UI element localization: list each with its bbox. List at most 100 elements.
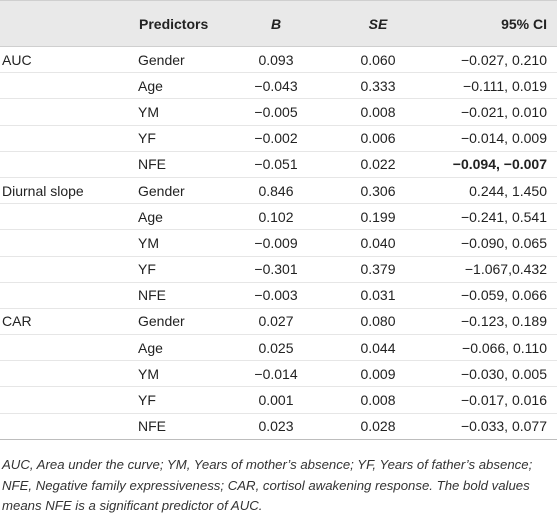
- group-label: CAR: [0, 308, 138, 336]
- cell: 0.009: [322, 360, 434, 388]
- cell: 0.044: [322, 334, 434, 362]
- cell: Age: [138, 334, 230, 362]
- cell: −0.014: [230, 360, 322, 388]
- cell: [0, 72, 138, 100]
- cell: [0, 282, 138, 309]
- cell: −0.051: [230, 151, 322, 178]
- table-row: YM −0.009 0.040 −0.090, 0.065: [0, 229, 557, 257]
- cell: 0.027: [230, 308, 322, 336]
- group-label: Diurnal slope: [0, 177, 138, 205]
- cell: 0.379: [322, 256, 434, 283]
- cell: −0.059, 0.066: [434, 282, 557, 309]
- cell: NFE: [138, 151, 230, 178]
- table-body: AUC Gender 0.093 0.060 −0.027, 0.210 Age −0.04…: [0, 46, 557, 440]
- table-row: YF 0.001 0.008 −0.017, 0.016: [0, 386, 557, 414]
- cell: 0.008: [322, 386, 434, 414]
- cell: −0.066, 0.110: [434, 334, 557, 362]
- header-cell: 95% CI: [434, 0, 557, 47]
- cell: [0, 334, 138, 362]
- cell: 0.023: [230, 413, 322, 440]
- cell: [0, 151, 138, 178]
- table-row: NFE 0.023 0.028 −0.033, 0.077: [0, 413, 557, 440]
- cell: −0.094, −0.007: [434, 151, 557, 178]
- table-row: CAR Gender 0.027 0.080 −0.123, 0.189: [0, 308, 557, 336]
- cell: −0.027, 0.210: [434, 46, 557, 74]
- group-label: AUC: [0, 46, 138, 74]
- cell: −0.111, 0.019: [434, 72, 557, 100]
- cell: YM: [138, 98, 230, 126]
- footnote: AUC, Area under the curve; YM, Years of …: [2, 457, 533, 513]
- table-row: YM −0.005 0.008 −0.021, 0.010: [0, 98, 557, 126]
- cell: −0.002: [230, 125, 322, 152]
- cell: Age: [138, 203, 230, 231]
- table-row: AUC Gender 0.093 0.060 −0.027, 0.210: [0, 46, 557, 74]
- header-cell: SE: [322, 0, 434, 47]
- cell: Gender: [138, 46, 230, 74]
- cell: 0.846: [230, 177, 322, 205]
- cell: 0.093: [230, 46, 322, 74]
- cell: [0, 125, 138, 152]
- table: Predictors B SE 95% CI AUC Gender 0.093 0.0…: [0, 0, 557, 440]
- cell: [0, 256, 138, 283]
- cell: Gender: [138, 177, 230, 205]
- cell: Gender: [138, 308, 230, 336]
- cell: YM: [138, 360, 230, 388]
- cell: 0.006: [322, 125, 434, 152]
- table-row: Age 0.102 0.199 −0.241, 0.541: [0, 203, 557, 231]
- table-header: Predictors B SE 95% CI: [0, 0, 557, 47]
- cell: YF: [138, 125, 230, 152]
- cell: 0.031: [322, 282, 434, 309]
- cell: [0, 413, 138, 440]
- cell: 0.102: [230, 203, 322, 231]
- cell: −0.033, 0.077: [434, 413, 557, 440]
- cell: 0.022: [322, 151, 434, 178]
- cell: 0.060: [322, 46, 434, 74]
- cell: −0.241, 0.541: [434, 203, 557, 231]
- cell: 0.080: [322, 308, 434, 336]
- cell: YF: [138, 386, 230, 414]
- cell: 0.199: [322, 203, 434, 231]
- cell: −0.043: [230, 72, 322, 100]
- cell: −0.009: [230, 229, 322, 257]
- cell: −0.017, 0.016: [434, 386, 557, 414]
- table-row: Age −0.043 0.333 −0.111, 0.019: [0, 72, 557, 100]
- cell: YM: [138, 229, 230, 257]
- cell: −0.014, 0.009: [434, 125, 557, 152]
- cell: 0.001: [230, 386, 322, 414]
- cell: 0.040: [322, 229, 434, 257]
- cell: [0, 229, 138, 257]
- cell: 0.306: [322, 177, 434, 205]
- table-row: Age 0.025 0.044 −0.066, 0.110: [0, 334, 557, 362]
- header-cell: B: [230, 0, 322, 47]
- cell: −0.301: [230, 256, 322, 283]
- cell: [0, 203, 138, 231]
- cell: 0.028: [322, 413, 434, 440]
- cell: −0.123, 0.189: [434, 308, 557, 336]
- cell: 0.244, 1.450: [434, 177, 557, 205]
- table-row: YM −0.014 0.009 −0.030, 0.005: [0, 360, 557, 388]
- header-cell: Predictors: [138, 0, 230, 47]
- cell: 0.025: [230, 334, 322, 362]
- cell: −0.021, 0.010: [434, 98, 557, 126]
- header-cell: [0, 0, 138, 47]
- cell: 0.333: [322, 72, 434, 100]
- table-row: YF −0.002 0.006 −0.014, 0.009: [0, 125, 557, 152]
- cell: [0, 386, 138, 414]
- cell: −0.030, 0.005: [434, 360, 557, 388]
- cell: YF: [138, 256, 230, 283]
- cell: NFE: [138, 413, 230, 440]
- header-row: Predictors B SE 95% CI: [0, 0, 557, 47]
- cell: NFE: [138, 282, 230, 309]
- cell: [0, 360, 138, 388]
- cell: −0.005: [230, 98, 322, 126]
- cell: Age: [138, 72, 230, 100]
- table-row: YF −0.301 0.379 −1.067,0.432: [0, 256, 557, 283]
- cell: [0, 98, 138, 126]
- cell: −1.067,0.432: [434, 256, 557, 283]
- cell: 0.008: [322, 98, 434, 126]
- table-row: Diurnal slope Gender 0.846 0.306 0.244, 1.45…: [0, 177, 557, 205]
- table-row: NFE −0.051 0.022 −0.094, −0.007: [0, 151, 557, 178]
- cell: −0.090, 0.065: [434, 229, 557, 257]
- table-row: NFE −0.003 0.031 −0.059, 0.066: [0, 282, 557, 309]
